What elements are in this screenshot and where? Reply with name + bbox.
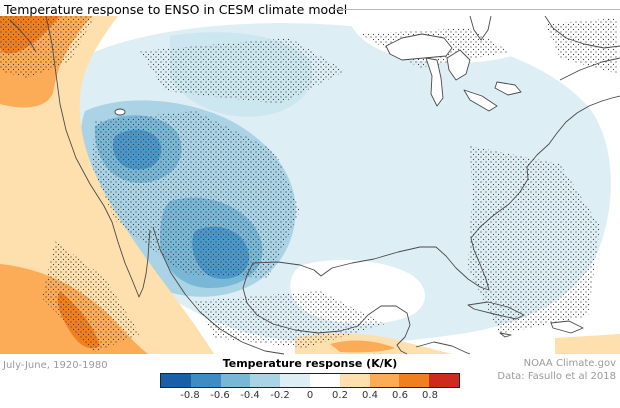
coastline — [9, 16, 620, 355]
colorbar-segment — [190, 374, 221, 387]
colorbar-label: Temperature response (K/K) — [222, 357, 398, 370]
colorbar-tick: -0.6 — [210, 390, 230, 401]
source-credit: NOAA Climate.gov — [523, 358, 616, 369]
colorbar-segment — [280, 374, 310, 387]
colorbar-tick: 0 — [306, 390, 314, 401]
colorbar-ticks: -0.8 -0.6 -0.4 -0.2 0 0.2 0.4 0.6 0.8 — [160, 390, 460, 404]
colorbar-segment — [399, 374, 430, 387]
colorbar-tick: 0.8 — [422, 390, 438, 401]
great-lakes — [385, 33, 522, 112]
colorbar-segment — [339, 374, 370, 387]
colorbar-segment — [220, 374, 251, 387]
colorbar-tick: -0.8 — [180, 390, 200, 401]
figure-title: Temperature response to ENSO in CESM cli… — [4, 2, 348, 17]
colorbar-tick: 0.4 — [362, 390, 378, 401]
colorbar-segment — [161, 374, 191, 387]
colorbar-segment — [369, 374, 400, 387]
colorbar-tick: 0.2 — [332, 390, 348, 401]
colorbar-tick: -0.4 — [240, 390, 260, 401]
data-credit: Data: Fasullo et al 2018 — [497, 371, 616, 382]
period-label: July-June, 1920-1980 — [3, 360, 108, 371]
colorbar-segment — [250, 374, 281, 387]
colorbar-tick: 0.6 — [392, 390, 408, 401]
map-canvas — [0, 16, 620, 356]
colorbar-segment — [429, 374, 459, 387]
colorbar-segment — [309, 374, 340, 387]
top-border-line — [334, 9, 620, 10]
colorbar-segments — [160, 373, 460, 388]
colorbar-tick: -0.2 — [270, 390, 290, 401]
